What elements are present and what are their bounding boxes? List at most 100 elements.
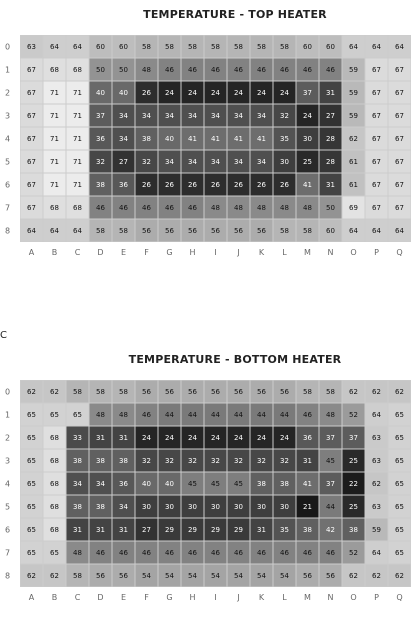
cell-value-label: 26 <box>280 181 289 189</box>
cell-value-label: 64 <box>372 43 381 51</box>
heatmap-cell <box>273 35 296 58</box>
cell-value-label: 64 <box>50 43 59 51</box>
cell-value-label: 63 <box>372 457 381 465</box>
cell-value-label: 46 <box>142 411 151 419</box>
cell-value-label: 67 <box>372 66 381 74</box>
cell-value-label: 26 <box>234 181 243 189</box>
heatmap-cell <box>388 541 411 564</box>
cell-value-label: 46 <box>211 66 220 74</box>
heatmap-cell <box>342 541 365 564</box>
cell-value-label: 32 <box>142 158 151 166</box>
cell-value-label: 30 <box>142 503 151 511</box>
heatmap-cell <box>227 219 250 242</box>
cell-value-label: 54 <box>234 572 243 580</box>
cell-value-label: 46 <box>119 204 128 212</box>
cell-value-label: 62 <box>27 572 36 580</box>
y-tick-label: 7 <box>5 549 10 558</box>
heatmap-cell <box>158 196 181 219</box>
cell-value-label: 26 <box>142 181 151 189</box>
cell-value-label: 36 <box>119 181 128 189</box>
heatmap-cell <box>319 426 342 449</box>
cell-value-label: 58 <box>211 43 220 51</box>
cell-value-label: 46 <box>211 549 220 557</box>
heatmap-cell <box>227 472 250 495</box>
heatmap-cell <box>227 58 250 81</box>
heatmap-cell <box>89 495 112 518</box>
cell-value-label: 65 <box>27 457 36 465</box>
heatmap-cell <box>273 472 296 495</box>
heatmap-cell <box>158 472 181 495</box>
heatmap-cell <box>227 173 250 196</box>
heatmap-cell <box>319 564 342 587</box>
heatmap-cell <box>365 495 388 518</box>
heatmap-cell <box>319 541 342 564</box>
cell-value-label: 30 <box>165 503 174 511</box>
x-tick-label: I <box>214 593 216 602</box>
cell-value-label: 44 <box>211 411 220 419</box>
heatmap-cell <box>181 127 204 150</box>
heatmap-cell <box>158 35 181 58</box>
heatmap-cell <box>388 150 411 173</box>
heatmap-cell <box>43 35 66 58</box>
heatmap-cell <box>20 104 43 127</box>
cell-value-label: 71 <box>50 181 59 189</box>
heatmap-cell <box>43 127 66 150</box>
cell-value-label: 58 <box>73 572 82 580</box>
heatmap-cell <box>135 219 158 242</box>
heatmap-cell <box>319 58 342 81</box>
heatmap-cell <box>43 403 66 426</box>
cell-value-label: 71 <box>50 135 59 143</box>
cell-value-label: 45 <box>234 480 243 488</box>
cell-value-label: 60 <box>303 43 312 51</box>
x-tick-label: F <box>144 593 149 602</box>
heatmap-cell <box>66 564 89 587</box>
heatmap-cell <box>112 541 135 564</box>
heatmap-cell <box>135 81 158 104</box>
cell-value-label: 37 <box>303 89 312 97</box>
cell-value-label: 71 <box>73 112 82 120</box>
cell-value-label: 44 <box>326 503 335 511</box>
cell-value-label: 34 <box>234 112 243 120</box>
heatmap-cell <box>20 173 43 196</box>
heatmap-cell <box>273 104 296 127</box>
cell-value-label: 68 <box>50 66 59 74</box>
heatmap-cell <box>89 518 112 541</box>
cell-value-label: 67 <box>27 158 36 166</box>
heatmap-cell <box>296 35 319 58</box>
heatmap-cell <box>43 219 66 242</box>
cell-value-label: 48 <box>96 411 105 419</box>
heatmap-cell <box>135 380 158 403</box>
heatmap-cell <box>319 104 342 127</box>
y-tick-label: 1 <box>5 66 10 75</box>
heatmap-cell <box>204 127 227 150</box>
heatmap-cell <box>181 495 204 518</box>
heatmap-cell <box>20 403 43 426</box>
heatmap-cell <box>43 449 66 472</box>
heatmap-cell <box>342 35 365 58</box>
heatmap-cell <box>319 150 342 173</box>
heatmap-cell <box>227 403 250 426</box>
heatmap-cell <box>250 564 273 587</box>
cell-value-label: 60 <box>96 43 105 51</box>
heatmap-cell <box>20 58 43 81</box>
heatmap-cell <box>388 196 411 219</box>
cell-value-label: 31 <box>96 434 105 442</box>
cell-value-label: 62 <box>395 572 404 580</box>
cell-value-label: 38 <box>73 457 82 465</box>
y-tick-label: 7 <box>5 204 10 213</box>
heatmap-cell <box>296 196 319 219</box>
x-tick-label: L <box>282 593 287 602</box>
cell-value-label: 46 <box>303 411 312 419</box>
cell-value-label: 67 <box>395 181 404 189</box>
heatmap-cell <box>181 104 204 127</box>
heatmap-cell <box>204 541 227 564</box>
cell-value-label: 63 <box>372 503 381 511</box>
cell-value-label: 41 <box>303 480 312 488</box>
x-tick-label: G <box>166 593 172 602</box>
cell-value-label: 48 <box>280 204 289 212</box>
heatmap-cell <box>250 81 273 104</box>
heatmap-cell <box>342 127 365 150</box>
heatmap-cell <box>296 81 319 104</box>
cell-value-label: 34 <box>188 158 197 166</box>
